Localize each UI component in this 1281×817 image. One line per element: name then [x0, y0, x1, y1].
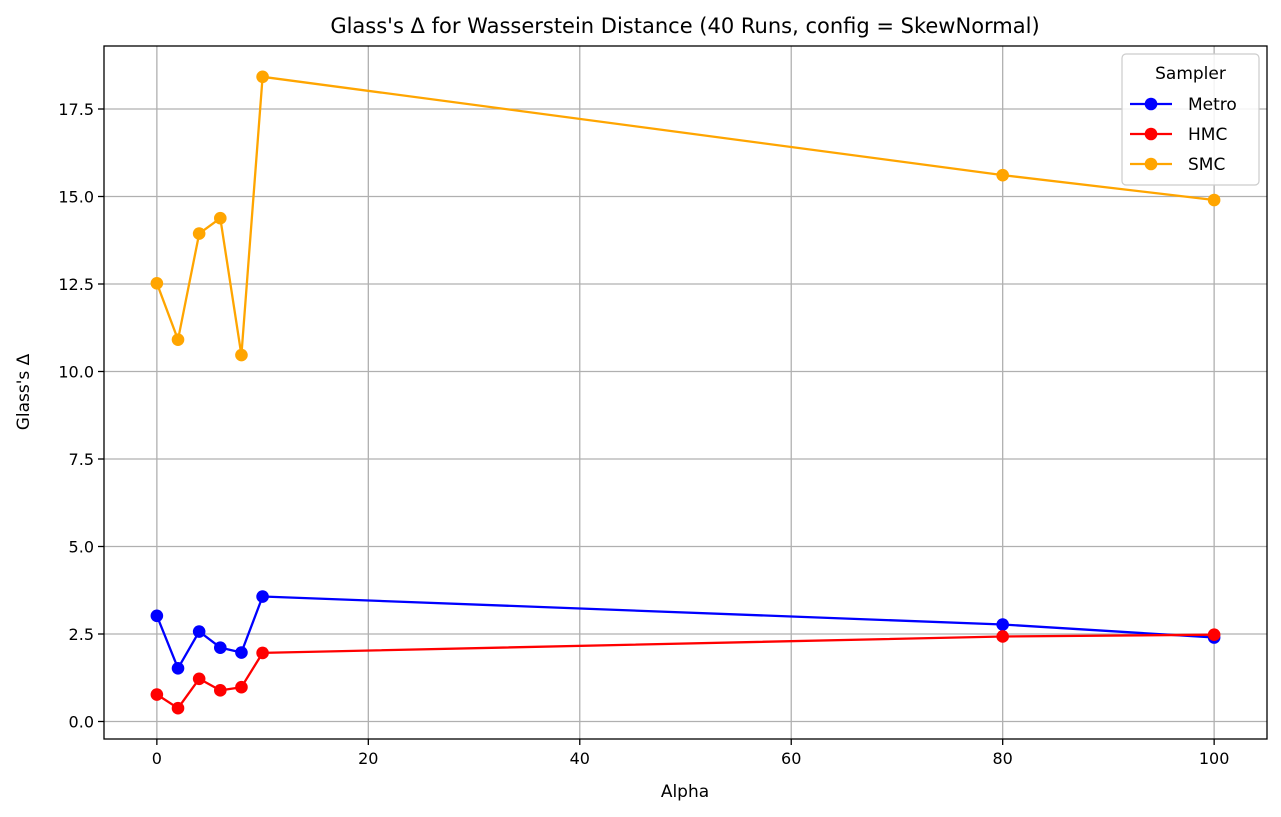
- legend-marker-hmc: [1144, 127, 1158, 141]
- data-point-metro: [235, 646, 248, 659]
- y-tick-label: 7.5: [69, 450, 94, 469]
- data-point-metro: [192, 625, 206, 638]
- series-hmc: [150, 628, 1221, 715]
- data-point-hmc: [150, 688, 164, 701]
- data-point-hmc: [192, 672, 206, 686]
- x-tick-label: 80: [993, 749, 1013, 768]
- series-line-smc: [155, 75, 1215, 357]
- legend-label-metro: Metro: [1188, 95, 1237, 115]
- series-layer: [150, 70, 1221, 715]
- series-line-metro: [155, 595, 1215, 670]
- x-tick-label: 60: [781, 749, 801, 768]
- data-point-metro: [996, 618, 1009, 631]
- legend-item-metro: Metro: [1130, 95, 1237, 115]
- legend-item-smc: SMC: [1130, 155, 1225, 175]
- legend-title: Sampler: [1155, 64, 1226, 84]
- data-point-smc: [171, 333, 185, 346]
- y-tick-label: 5.0: [69, 538, 94, 557]
- legend-marker-metro: [1144, 97, 1158, 111]
- data-point-metro: [150, 609, 164, 623]
- data-point-smc: [1207, 193, 1221, 207]
- y-tick-label: 10.0: [58, 363, 94, 382]
- x-tick-label: 100: [1199, 749, 1230, 768]
- y-tick-label: 2.5: [69, 625, 94, 644]
- data-point-hmc: [1207, 628, 1221, 641]
- series-smc: [150, 70, 1221, 362]
- data-point-hmc: [214, 684, 227, 697]
- y-tick-label: 0.0: [69, 713, 94, 732]
- axis-ticks: 0 20 40 60 80 100 0.0 2.5 5.0 7.5 10.0 12.5 15.0 17.5: [58, 100, 1229, 768]
- data-point-smc: [235, 348, 248, 362]
- plot-frame: [103, 45, 1268, 740]
- data-point-hmc: [256, 646, 269, 660]
- data-point-smc: [256, 70, 269, 84]
- legend-label-hmc: HMC: [1188, 125, 1227, 145]
- y-axis-label: Glass's Δ: [14, 353, 34, 430]
- legend-box: [1121, 53, 1260, 186]
- legend-marker-smc: [1144, 157, 1158, 171]
- data-point-metro: [214, 641, 227, 654]
- data-point-smc: [214, 211, 227, 225]
- x-tick-label: 20: [358, 749, 378, 768]
- chart-title: Glass's Δ for Wasserstein Distance (40 R…: [330, 14, 1039, 38]
- data-point-hmc: [235, 680, 248, 694]
- y-tick-label: 12.5: [58, 275, 94, 294]
- legend-label-smc: SMC: [1188, 155, 1225, 175]
- data-point-hmc: [996, 630, 1009, 643]
- y-tick-label: 17.5: [58, 100, 94, 119]
- x-tick-label: 40: [570, 749, 590, 768]
- series-line-hmc: [156, 633, 1215, 710]
- x-tick-label: 0: [152, 749, 162, 768]
- data-point-smc: [150, 277, 164, 290]
- series-metro: [150, 590, 1221, 675]
- data-point-metro: [171, 662, 185, 675]
- data-point-hmc: [171, 701, 185, 715]
- legend: Sampler Metro HMC SMC: [1121, 53, 1260, 186]
- data-point-metro: [256, 590, 269, 603]
- x-axis-label: Alpha: [661, 782, 709, 802]
- legend-item-hmc: HMC: [1130, 125, 1227, 145]
- data-point-smc: [192, 227, 206, 240]
- y-tick-label: 15.0: [58, 188, 94, 207]
- data-point-smc: [996, 168, 1009, 182]
